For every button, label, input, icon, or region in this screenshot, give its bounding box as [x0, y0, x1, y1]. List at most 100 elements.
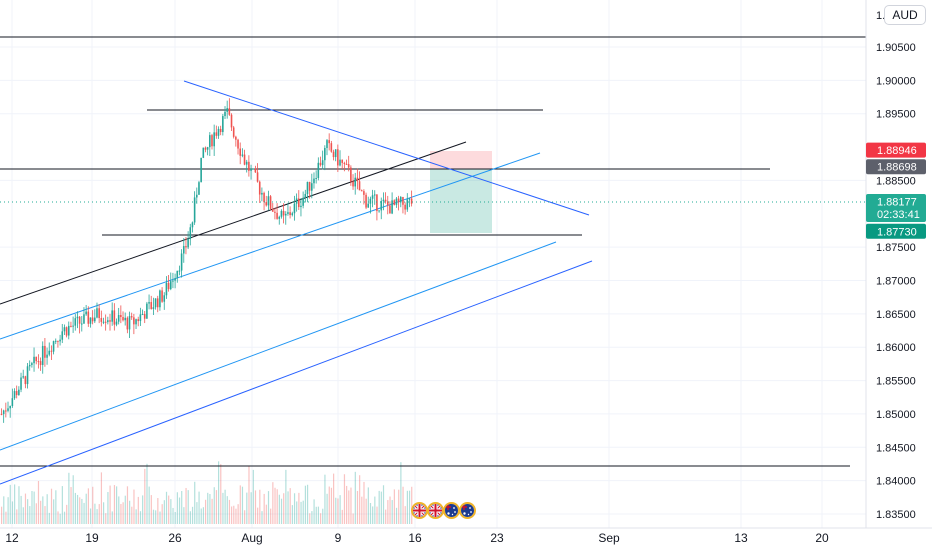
volume-bar [224, 489, 226, 524]
volume-bar [298, 492, 300, 524]
volume-bar [306, 484, 309, 524]
candle-body [222, 116, 224, 133]
channel-line-upper[interactable] [0, 152, 541, 340]
volume-bar [209, 494, 211, 524]
volume-bar [363, 481, 365, 524]
candle-body [334, 149, 337, 158]
volume-bar [220, 464, 222, 524]
stop-zone[interactable] [430, 169, 492, 233]
candle-body [141, 314, 144, 316]
volume-bar [18, 486, 20, 524]
candle-body [328, 140, 330, 144]
candle-body [159, 290, 161, 308]
volume-bar [339, 495, 341, 524]
volume-bar [27, 499, 29, 524]
candle-body [39, 361, 42, 365]
volume-bar [304, 485, 306, 524]
candle-body [274, 211, 276, 213]
candle-body [276, 212, 278, 219]
volume-bar [11, 501, 14, 524]
au-flag-icon[interactable] [459, 502, 476, 519]
volume-bar [387, 500, 389, 524]
candle-body [263, 192, 265, 203]
volume-bar [265, 504, 267, 524]
candle-body [389, 205, 391, 214]
candle-body [408, 198, 411, 200]
candle-body [215, 132, 218, 136]
volume-bar [46, 494, 48, 524]
volume-bar [70, 487, 72, 524]
volume-bar [144, 468, 146, 524]
volume-bar [111, 511, 113, 524]
volume-bar [311, 511, 313, 524]
candle-body [345, 163, 348, 165]
volume-bar [66, 504, 68, 524]
candle-body [52, 341, 55, 352]
candle-body [206, 147, 209, 150]
target-zone[interactable] [430, 151, 492, 169]
candle-body [363, 191, 365, 195]
volume-bar [105, 513, 107, 524]
volume-bar [241, 486, 244, 524]
candle-body [256, 172, 259, 182]
price-axis[interactable]: 1.90500 1.90000 1.89500 1.88500 1.87500 1.870… [865, 0, 916, 528]
candle-body [74, 318, 77, 326]
candle-body [224, 111, 226, 117]
descending-trendline[interactable] [183, 80, 590, 216]
volume-bar [137, 496, 139, 524]
price-tick-label: 1.86500 [876, 309, 916, 321]
volume-bar [395, 507, 398, 524]
volume-bar [233, 505, 235, 524]
candle-body [163, 295, 166, 302]
candle-body [282, 210, 285, 216]
candle-body [241, 154, 244, 156]
candle-body [83, 314, 85, 324]
au-flag-icon[interactable] [443, 502, 460, 519]
candle-body [102, 321, 105, 323]
channel-line-lower[interactable] [0, 241, 557, 451]
volume-bar [356, 490, 359, 524]
candle-body [187, 239, 189, 248]
candle-body [59, 339, 61, 342]
price-label-value: 1.88946 [877, 145, 917, 157]
candle-body [124, 317, 126, 321]
gb-flag-icon[interactable] [411, 502, 428, 519]
long-position-tool[interactable] [430, 151, 492, 233]
candle-body [406, 199, 409, 210]
volume-bar [189, 511, 191, 524]
gb-flag-icon[interactable] [427, 502, 444, 519]
candle-body [293, 203, 296, 214]
volume-bar [29, 506, 31, 524]
drawing-tools[interactable] [0, 36, 866, 485]
volume-bar [16, 509, 18, 524]
volume-bar [187, 490, 189, 524]
volume-bar [380, 491, 382, 524]
price-tick-label: 1.85000 [876, 409, 916, 421]
candle-body [150, 302, 153, 310]
volume-bar [406, 490, 408, 524]
candle-body [284, 213, 287, 216]
time-tick-label: Aug [241, 531, 262, 545]
candle-body [402, 197, 404, 205]
blue-channel-line[interactable] [0, 260, 593, 485]
volume-bar [272, 482, 274, 524]
volume-bar [165, 491, 168, 524]
candle-body [217, 128, 220, 136]
candle-body [2, 410, 5, 415]
volume-bar [126, 486, 129, 524]
time-axis[interactable]: 12 19 26 Aug 9 16 23 Sep 13 20 [0, 527, 932, 545]
volume-bar [181, 491, 183, 524]
candle-body [128, 316, 131, 330]
candle-body [254, 168, 257, 173]
candlesticks [0, 98, 413, 423]
volume-bar [107, 492, 109, 524]
black-trendline[interactable] [0, 141, 467, 305]
candle-body [94, 317, 96, 322]
currency-button[interactable]: AUD [884, 5, 926, 25]
volume-bar [293, 493, 296, 524]
volume-bar [163, 500, 165, 524]
volume-bar [389, 496, 391, 524]
